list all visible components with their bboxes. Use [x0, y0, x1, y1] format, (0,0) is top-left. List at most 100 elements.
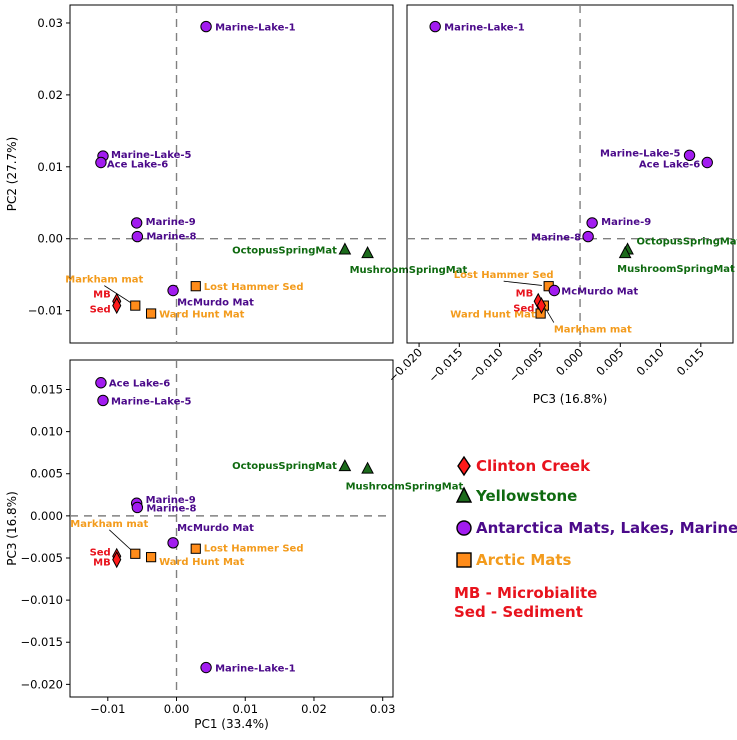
y-axis-label: PC2 (27.7%)	[5, 137, 19, 212]
point-marine-lake-1: Marine-Lake-1	[429, 20, 525, 34]
y-tick-label: 0.02	[37, 88, 63, 102]
point-marine-9: Marine-9	[586, 217, 651, 229]
point-sed: Sed	[90, 297, 122, 316]
point-ace-lake-6: Ace Lake-6	[95, 156, 168, 170]
point-label: Markham mat	[70, 519, 148, 530]
point-label: Marine-9	[146, 217, 196, 228]
point-label: Marine-Lake-5	[111, 150, 192, 161]
point-mb: MB	[93, 551, 122, 569]
point-label: MB	[93, 289, 111, 300]
point-label: Lost Hammer Sed	[204, 282, 304, 293]
legend-entry-yellowstone: Yellowstone	[455, 486, 577, 505]
point-label: Ward Hunt Mat	[159, 557, 245, 568]
y-tick-label: −0.01	[28, 304, 63, 318]
point-marine-9: Marine-9	[130, 217, 196, 229]
y-tick-label: 0.005	[30, 467, 63, 481]
x-tick-label: −0.020	[385, 345, 425, 385]
point-octopusspringmat-marker	[338, 242, 352, 255]
panel-pc1_pc2: 0.03 0.02 0.01 0.00 −0.01 PC2 (27.7%) Marine-L…	[5, 4, 468, 344]
point-ward-hunt-mat-marker	[145, 552, 157, 563]
point-mushroomspringmat: MushroomSpringMat	[350, 246, 468, 276]
point-label: OctopusSpringMat	[637, 237, 737, 248]
point-marine-lake-5: Marine-Lake-5	[97, 394, 192, 407]
point-label: McMurdo Mat	[177, 298, 254, 309]
point-lost-hammer-sed: Lost Hammer Sed	[454, 270, 554, 292]
point-markham-mat-marker	[130, 300, 141, 311]
point-label: Sed	[513, 304, 534, 315]
y-tick-label: 0.00	[37, 232, 63, 246]
point-mcmurdo-mat: McMurdo Mat	[548, 284, 638, 298]
x-tick-label: 0.03	[370, 702, 396, 716]
point-ward-hunt-mat-marker	[145, 308, 157, 319]
point-label: Markham mat	[554, 325, 632, 336]
point-marine-lake-5-marker	[97, 394, 109, 407]
point-label: Marine-Lake-1	[444, 23, 525, 34]
y-axis-label: PC3 (16.8%)	[5, 491, 19, 566]
point-lost-hammer-sed: Lost Hammer Sed	[190, 281, 304, 293]
y-tick-label: −0.010	[20, 593, 63, 607]
x-tick-label: 0.02	[301, 702, 327, 716]
legend-triangle-icon	[455, 486, 473, 503]
point-ward-hunt-mat: Ward Hunt Mat	[145, 308, 245, 321]
legend-label: Arctic Mats	[476, 551, 572, 569]
legend-note: Sed - Sediment	[454, 603, 583, 621]
point-mcmurdo-mat-marker	[167, 537, 179, 549]
point-label: Lost Hammer Sed	[204, 544, 304, 555]
panel-pc1_pc3: 0.015 0.010 0.005 0.000 −0.005 −0.010 −0.015 −0…	[5, 359, 464, 731]
point-label: Ward Hunt Mat	[450, 310, 536, 321]
point-octopusspringmat-marker	[338, 459, 352, 472]
x-tick-label: −0.010	[466, 345, 506, 385]
legend: Clinton Creek Yellowstone Antarctica Mats,…	[454, 455, 737, 621]
point-marine-lake-1: Marine-Lake-1	[200, 20, 296, 34]
y-tick-label: 0.01	[37, 160, 63, 174]
point-label: Marine-Lake-1	[215, 664, 296, 675]
x-axis-label: PC3 (16.8%)	[533, 392, 608, 406]
point-marine-9-marker	[130, 217, 143, 229]
point-marine-lake-5-marker	[683, 149, 696, 162]
point-ward-hunt-mat: Ward Hunt Mat	[145, 552, 245, 568]
point-label: McMurdo Mat	[561, 287, 638, 298]
point-label: McMurdo Mat	[177, 523, 254, 534]
x-axis-label: PC1 (33.4%)	[194, 717, 269, 731]
x-tick-label: 0.000	[553, 345, 586, 378]
y-tick-label: −0.015	[20, 635, 63, 649]
x-tick-label: −0.015	[425, 345, 465, 385]
plot-frame	[69, 359, 394, 698]
point-label: Marine-Lake-1	[215, 23, 296, 34]
point-octopusspringmat: OctopusSpringMat	[232, 459, 352, 472]
point-label: Marine-8	[146, 503, 196, 514]
y-tick-label: 0.03	[37, 16, 63, 30]
point-sed: Sed	[513, 297, 546, 315]
point-mcmurdo-mat: McMurdo Mat	[167, 523, 254, 549]
point-marine-8: Marine-8	[131, 230, 196, 243]
x-tick-label: 0.015	[674, 345, 707, 378]
point-label: MushroomSpringMat	[346, 482, 464, 493]
point-mushroomspringmat-marker	[618, 246, 632, 259]
point-label: Marine-9	[146, 495, 196, 506]
point-label: Marine-8	[146, 232, 196, 243]
plot-frame	[69, 4, 394, 344]
point-mushroomspringmat: MushroomSpringMat	[346, 461, 464, 493]
point-marine-8: Marine-8	[531, 230, 594, 244]
legend-entry-antarctica: Antarctica Mats, Lakes, Marine	[456, 519, 737, 537]
x-tick-label: 0.010	[633, 345, 666, 378]
point-label: Marine-Lake-5	[600, 148, 681, 159]
point-octopusspringmat: OctopusSpringMat	[621, 237, 737, 255]
point-markham-mat: Markham mat	[538, 300, 632, 336]
point-markham-mat: Markham mat	[70, 519, 149, 559]
point-octopusspringmat: OctopusSpringMat	[232, 242, 352, 257]
legend-entry-arctic: Arctic Mats	[456, 551, 572, 569]
point-marine-lake-1-marker	[200, 20, 212, 33]
legend-diamond-icon	[457, 455, 471, 477]
point-mb-marker	[112, 551, 122, 569]
point-label: Sed	[90, 547, 111, 558]
point-ace-lake-6: Ace Lake-6	[639, 156, 713, 170]
x-tick-label: −0.005	[506, 345, 546, 385]
point-ace-lake-6-marker	[95, 377, 107, 389]
panel-pc3_pc2: −0.020 −0.015 −0.010 −0.005 0.000 0.005 0.010 0…	[385, 4, 737, 406]
point-label: Marine-9	[601, 217, 651, 228]
point-marine-8-marker	[131, 230, 144, 243]
point-mushroomspringmat-marker	[361, 246, 374, 259]
point-label: OctopusSpringMat	[232, 461, 337, 472]
